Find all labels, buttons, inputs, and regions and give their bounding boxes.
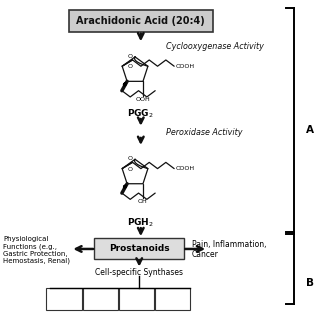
Text: Prostanoids: Prostanoids <box>109 244 170 253</box>
Text: A: A <box>306 124 314 135</box>
Bar <box>119 288 154 310</box>
Text: Physiological
Functions (e.g.,
Gastric Protection,
Hemostasis, Renal): Physiological Functions (e.g., Gastric P… <box>3 236 70 264</box>
Text: Arachidonic Acid (20:4): Arachidonic Acid (20:4) <box>76 16 205 26</box>
Bar <box>155 288 190 310</box>
FancyBboxPatch shape <box>69 10 213 32</box>
Bar <box>83 288 118 310</box>
Text: O: O <box>128 64 132 69</box>
Text: PGH$_2$: PGH$_2$ <box>127 216 154 229</box>
Text: Peroxidase Activity: Peroxidase Activity <box>166 128 243 137</box>
Text: Cyclooxygenase Activity: Cyclooxygenase Activity <box>166 42 264 51</box>
Bar <box>46 288 82 310</box>
Text: PGG$_2$: PGG$_2$ <box>127 107 154 120</box>
Text: Pain, Inflammation,
Cancer: Pain, Inflammation, Cancer <box>192 240 267 259</box>
Text: Cell-specific Synthases: Cell-specific Synthases <box>95 268 183 277</box>
Text: O: O <box>128 156 132 161</box>
Text: O: O <box>128 54 132 59</box>
Text: O: O <box>128 167 132 172</box>
Text: B: B <box>306 278 314 288</box>
Text: OH: OH <box>138 199 148 204</box>
Text: OOH: OOH <box>136 97 150 102</box>
Text: COOH: COOH <box>175 166 194 171</box>
FancyBboxPatch shape <box>94 238 184 259</box>
Text: COOH: COOH <box>175 64 194 69</box>
